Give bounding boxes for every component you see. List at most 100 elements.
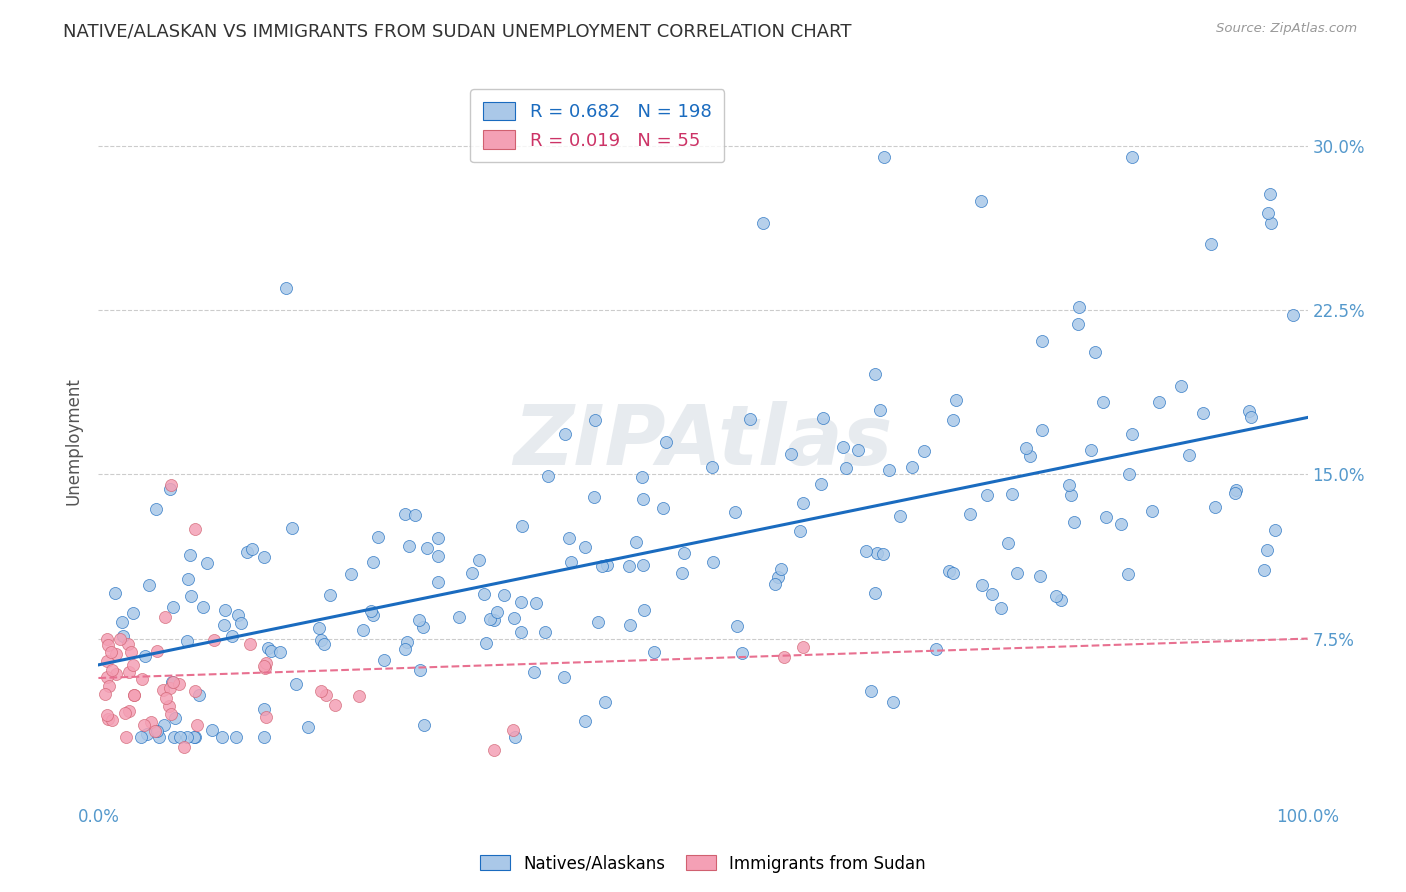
Point — [254, 710, 277, 724]
Point — [1237, 404, 1260, 418]
Point — [188, 688, 211, 702]
Point — [945, 392, 967, 407]
Point — [591, 558, 613, 573]
Point — [523, 665, 546, 679]
Point — [702, 555, 724, 569]
Point — [153, 610, 176, 624]
Point — [772, 650, 794, 665]
Point — [176, 730, 198, 744]
Point — [866, 546, 889, 560]
Point — [122, 607, 145, 621]
Point — [135, 727, 157, 741]
Point — [94, 687, 117, 701]
Point — [162, 600, 184, 615]
Point — [1029, 569, 1052, 583]
Point — [768, 570, 790, 584]
Point — [108, 632, 131, 646]
Point — [554, 426, 576, 441]
Point — [509, 624, 531, 639]
Point — [502, 723, 524, 738]
Point — [396, 634, 419, 648]
Point — [361, 555, 384, 569]
Point — [1140, 504, 1163, 518]
Point — [1063, 515, 1085, 529]
Point — [186, 718, 208, 732]
Point — [872, 548, 894, 562]
Point — [863, 368, 886, 382]
Point — [134, 649, 156, 664]
Point — [129, 730, 152, 744]
Point — [253, 659, 276, 673]
Point — [557, 532, 579, 546]
Point — [492, 589, 515, 603]
Point — [970, 194, 993, 208]
Point — [160, 478, 183, 492]
Point — [1199, 237, 1222, 252]
Point — [105, 666, 128, 681]
Point — [524, 596, 547, 610]
Point — [738, 411, 761, 425]
Point — [214, 603, 236, 617]
Point — [1060, 488, 1083, 502]
Point — [340, 566, 363, 581]
Point — [253, 549, 276, 564]
Point — [472, 587, 495, 601]
Point — [574, 540, 596, 554]
Point — [593, 695, 616, 709]
Point — [855, 544, 877, 558]
Point — [1080, 442, 1102, 457]
Point — [184, 730, 207, 744]
Point — [942, 413, 965, 427]
Point — [193, 600, 215, 615]
Point — [485, 605, 508, 619]
Point — [412, 620, 434, 634]
Point — [319, 588, 342, 602]
Text: ZIPAtlas: ZIPAtlas — [513, 401, 893, 482]
Legend: Natives/Alaskans, Immigrants from Sudan: Natives/Alaskans, Immigrants from Sudan — [474, 848, 932, 880]
Point — [938, 564, 960, 578]
Point — [260, 644, 283, 658]
Point — [162, 730, 184, 744]
Point — [468, 553, 491, 567]
Point — [873, 150, 896, 164]
Point — [503, 611, 526, 625]
Point — [484, 613, 506, 627]
Point — [152, 717, 174, 731]
Point — [398, 539, 420, 553]
Point — [752, 216, 775, 230]
Point — [882, 695, 904, 709]
Point — [869, 402, 891, 417]
Point — [846, 442, 869, 457]
Point — [253, 702, 276, 716]
Point — [976, 488, 998, 502]
Point — [626, 535, 648, 549]
Point — [725, 618, 748, 632]
Point — [832, 440, 855, 454]
Point — [269, 645, 291, 659]
Text: Source: ZipAtlas.com: Source: ZipAtlas.com — [1216, 22, 1357, 36]
Point — [96, 708, 118, 723]
Point — [560, 556, 582, 570]
Point — [1031, 423, 1053, 437]
Point — [770, 561, 793, 575]
Point — [146, 644, 169, 658]
Point — [297, 720, 319, 734]
Point — [447, 610, 470, 624]
Point — [482, 743, 505, 757]
Point — [121, 645, 143, 659]
Point — [308, 621, 330, 635]
Point — [583, 412, 606, 426]
Point — [197, 556, 219, 570]
Point — [1018, 449, 1040, 463]
Point — [226, 607, 249, 622]
Point — [122, 658, 145, 673]
Point — [111, 615, 134, 630]
Point — [1084, 345, 1107, 359]
Point — [169, 730, 191, 744]
Point — [132, 718, 155, 732]
Point — [533, 624, 555, 639]
Point — [877, 463, 900, 477]
Point — [1258, 186, 1281, 201]
Point — [1121, 426, 1143, 441]
Point — [813, 411, 835, 425]
